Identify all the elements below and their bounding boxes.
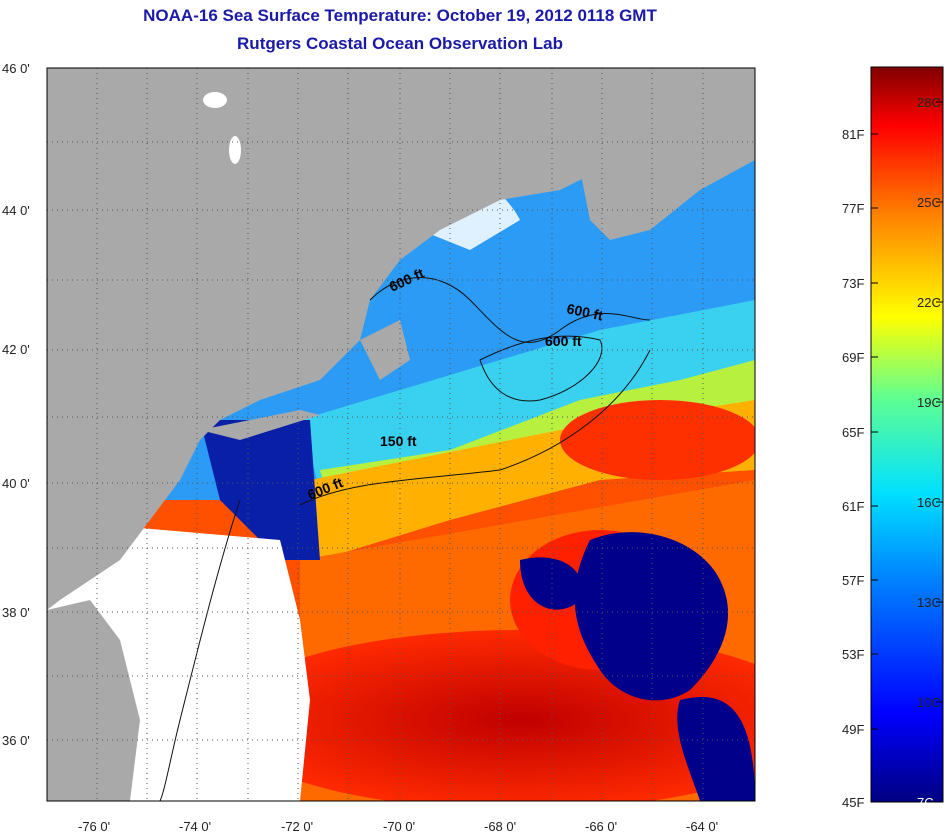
lon-label: -68 0' (484, 819, 517, 834)
colorbar-f-label: 49F (842, 722, 865, 737)
colorbar-f-label: 45F (842, 795, 865, 810)
lat-label: 36 0' (2, 733, 30, 748)
lon-label: -70 0' (383, 819, 416, 834)
colorbar (870, 66, 944, 803)
map-frame (46, 67, 756, 802)
colorbar-c-label: 25C (917, 195, 941, 210)
colorbar-c-label: 19C (917, 395, 941, 410)
colorbar-f-label: 65F (842, 425, 865, 440)
colorbar-c-label: 7C (917, 795, 934, 810)
map-grid (47, 68, 755, 801)
colorbar-c-label: 13C (917, 595, 941, 610)
lon-label: -66 0' (585, 819, 618, 834)
colorbar-f-label: 77F (842, 201, 865, 216)
colorbar-f-label: 61F (842, 499, 865, 514)
lat-label: 42 0' (2, 342, 30, 357)
colorbar-c-label: 28C (917, 95, 941, 110)
map-subtitle: Rutgers Coastal Ocean Observation Lab (237, 34, 563, 53)
isobath-label: 600 ft (565, 300, 604, 323)
colorbar-f-label: 73F (842, 276, 865, 291)
lon-label: -76 0' (78, 819, 111, 834)
colorbar-ticks (871, 101, 943, 730)
isobath-label: 600 ft (545, 333, 582, 349)
lon-label: -72 0' (281, 819, 314, 834)
lon-label: -64 0' (686, 819, 719, 834)
lat-label: 38 0' (2, 605, 30, 620)
colorbar-c-label: 22C (917, 295, 941, 310)
colorbar-f-label: 53F (842, 647, 865, 662)
colorbar-c-label: 16C (917, 495, 941, 510)
lon-label: -74 0' (179, 819, 212, 834)
colorbar-f-label: 81F (842, 127, 865, 142)
map-title: NOAA-16 Sea Surface Temperature: October… (143, 6, 657, 25)
lat-label: 46 0' (2, 61, 30, 76)
colorbar-f-label: 69F (842, 350, 865, 365)
colorbar-c-label: 10C (917, 695, 941, 710)
lat-label: 40 0' (2, 476, 30, 491)
colorbar-f-label: 57F (842, 573, 865, 588)
lat-label: 44 0' (2, 203, 30, 218)
isobath-label: 150 ft (380, 433, 417, 449)
